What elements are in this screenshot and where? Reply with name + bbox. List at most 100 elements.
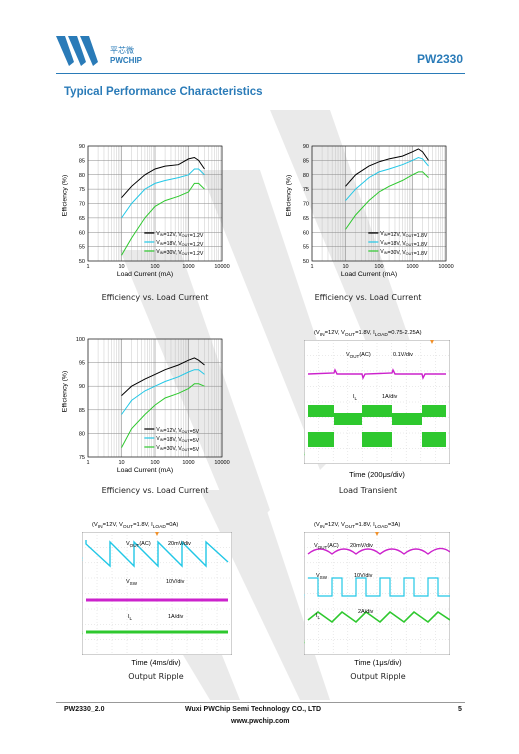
svg-text:4: 4: [304, 640, 305, 646]
part-number: PW2330: [417, 52, 464, 66]
cond-sub: IN: [319, 333, 325, 339]
cond-sub: OUT: [344, 525, 356, 531]
scope-screen: 1 4: [304, 340, 450, 464]
scope-ch2-label: IL: [353, 394, 357, 401]
x-tick-label: 1000: [406, 264, 418, 270]
efficiency-plot-1: 90 85 80 75 70 65 60 55 501 10 100 1000 10000 VIN=12V…: [79, 144, 230, 270]
y-tick-label: 85: [303, 158, 309, 164]
scope-ch1-label: VOUT(AC): [346, 352, 371, 359]
plot-frame: [311, 145, 447, 262]
cond-text: =1.8V, I: [355, 522, 375, 528]
scope-time-label: Time (1μs/div): [354, 658, 402, 667]
y-tick-label: 85: [79, 408, 85, 414]
legend-label: VIN=30V, VOUT=5V: [156, 445, 199, 453]
cond-text: =3A): [387, 522, 401, 528]
chart-xlabel: Load Current (mA): [116, 467, 174, 474]
y-tick-label: 95: [79, 361, 85, 367]
scope-ch1-scale: 0.1V/div: [393, 352, 413, 358]
cond-text: =12V, V: [324, 522, 345, 528]
series-line: [121, 357, 205, 396]
cond-text: =12V, V: [102, 522, 123, 528]
scope-ch3-scale: 2A/div: [358, 609, 374, 615]
footer-divider: [56, 702, 465, 703]
cond-text: =12V, V: [324, 330, 345, 336]
scope-caption-3: Output Ripple: [350, 672, 406, 681]
y-tick-label: 90: [79, 144, 85, 150]
section-title: Typical Performance Characteristics: [64, 86, 263, 98]
y-tick-label: 70: [303, 202, 309, 208]
footer-page-number: 5: [458, 706, 462, 713]
ch-suffix: (AC): [139, 541, 151, 547]
legend-label: VIN=12V, VOUT=1.8V: [380, 231, 428, 239]
scope-ch1-label: VOUT(AC): [126, 541, 151, 548]
plot-frame: [87, 338, 223, 458]
scope-ch2-scale: 10V/div: [354, 573, 373, 579]
cond-text: =0A): [165, 522, 179, 528]
x-tick-label: 100: [374, 264, 383, 270]
scope-ch2-label: VSW: [316, 573, 327, 580]
footer-doc-id: PW2330_2.0: [64, 706, 105, 713]
svg-text:2: 2: [82, 557, 83, 563]
efficiency-plot-3: 100 95 90 85 80 751 10 100 1000 10000 VIN=12V, VOU…: [76, 337, 230, 466]
legend-label: VIN=18V, VOUT=1.8V: [380, 240, 428, 248]
logo-chinese-text: 平芯微: [110, 46, 134, 55]
svg-text:1: 1: [304, 373, 305, 379]
scope-time-label: Time (4ms/div): [131, 658, 181, 667]
company-logo: [56, 34, 104, 68]
series-line: [121, 369, 205, 415]
ch-sub: L: [129, 616, 133, 622]
cond-sub: OUT: [122, 525, 134, 531]
ch-label: V: [314, 543, 318, 549]
scope-ch1-label: VOUT(AC): [314, 543, 339, 550]
y-tick-label: 75: [303, 187, 309, 193]
x-tick-label: 10: [342, 264, 348, 270]
ch-label: I: [316, 613, 318, 619]
y-tick-label: 70: [79, 202, 85, 208]
scope-caption-2: Output Ripple: [128, 672, 184, 681]
ch-label: V: [346, 352, 350, 358]
cond-sub: OUT: [344, 333, 356, 339]
cond-prefix: (V: [92, 522, 98, 528]
y-tick-label: 50: [79, 259, 85, 265]
cond-sub: IN: [97, 525, 103, 531]
chart-caption-3: Efficiency vs. Load Current: [101, 486, 209, 495]
svg-text:1: 1: [304, 553, 305, 559]
cond-text: =0.75-2.25A): [387, 330, 422, 336]
series-line: [121, 383, 205, 448]
y-tick-label: 65: [303, 216, 309, 222]
ch-label: V: [316, 573, 320, 579]
chart-xlabel: Load Current (mA): [340, 271, 398, 278]
cond-prefix: (V: [314, 522, 320, 528]
ch-sub: OUT: [317, 545, 328, 551]
series-line: [121, 182, 205, 256]
ch-sub: OUT: [129, 543, 140, 549]
scope-output-ripple-3a: (VIN=12V, VOUT=1.8V, ILOAD=3A) 1 2 4 VOU…: [298, 522, 458, 672]
scope-condition: (VIN=12V, VOUT=1.8V, ILOAD=3A): [314, 522, 400, 530]
scope-screen: 2 1 4: [82, 532, 232, 655]
scope-caption-1: Load Transient: [338, 486, 398, 495]
scope-ch2-scale: 10V/div: [166, 579, 185, 585]
ch-label: V: [126, 541, 130, 547]
series-line: [121, 156, 205, 199]
footer-website: www.pwchip.com: [231, 718, 290, 725]
scope-ch2-label: VSW: [126, 579, 137, 586]
legend-label: VIN=18V, VOUT=1.2V: [156, 240, 204, 248]
y-tick-label: 80: [303, 173, 309, 179]
x-tick-label: 10000: [214, 264, 229, 270]
ch-label: V: [126, 579, 130, 585]
series-line: [121, 168, 205, 219]
ch-sub: L: [354, 396, 358, 402]
svg-text:1: 1: [82, 599, 83, 605]
scope-ch2-scale: 1A/div: [382, 394, 398, 400]
ch-sub: L: [317, 615, 321, 621]
scope-output-ripple-0a: (VIN=12V, VOUT=1.8V, ILOAD=0A) 2 1 4 VOU…: [76, 522, 236, 672]
series-line: [345, 156, 429, 201]
ch-suffix: (AC): [359, 352, 371, 358]
svg-text:4: 4: [304, 452, 305, 458]
x-tick-label: 1000: [182, 264, 194, 270]
y-tick-label: 100: [76, 337, 85, 343]
y-tick-label: 60: [79, 230, 85, 236]
x-tick-label: 10: [118, 264, 124, 270]
x-tick-label: 1: [86, 460, 89, 466]
header-divider: [56, 73, 465, 74]
